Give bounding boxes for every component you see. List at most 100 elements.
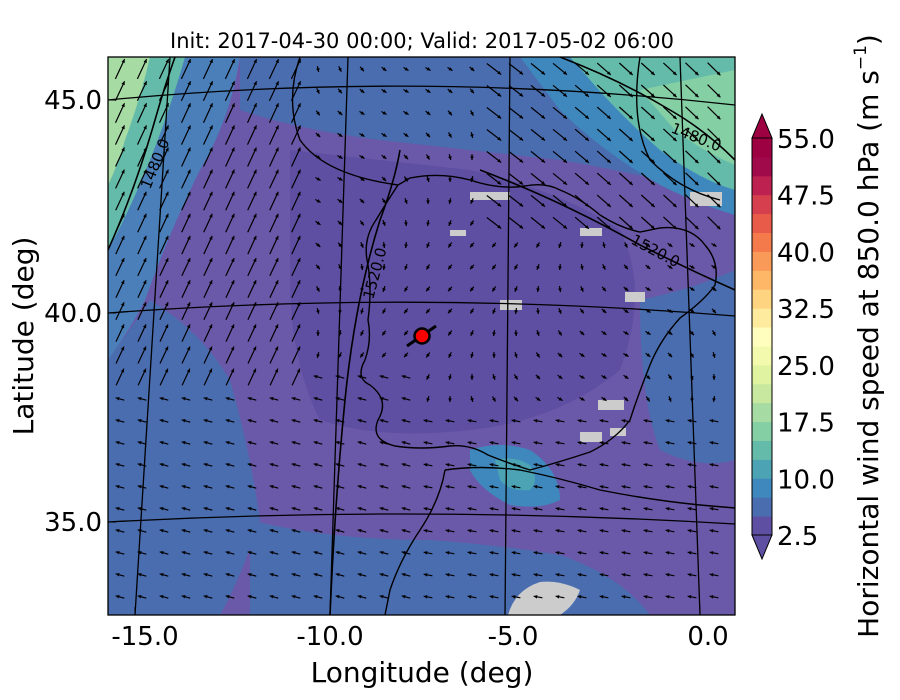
- wind-vector-arrowhead: [253, 258, 257, 263]
- site-marker: [406, 324, 437, 348]
- wind-vector-arrowhead: [335, 463, 340, 467]
- wind-vector-arrowhead: [247, 595, 252, 599]
- wind-vector-arrowhead: [511, 529, 516, 533]
- wind-vector-arrowhead: [208, 368, 213, 373]
- wind-vector-arrowhead: [492, 375, 496, 380]
- wind-vector-arrowhead: [628, 159, 633, 163]
- wind-vector-arrowhead: [335, 419, 340, 423]
- wind-vector-arrowhead: [694, 115, 699, 120]
- wind-vector-arrowhead: [602, 309, 607, 313]
- wind-vector-arrowhead: [558, 288, 562, 292]
- wind-vector-arrowhead: [577, 573, 582, 577]
- wind-vector-arrowhead: [225, 463, 230, 467]
- wind-vector-arrowhead: [181, 419, 186, 423]
- wind-vector-arrowhead: [231, 258, 235, 263]
- wind-vector-arrowhead: [297, 59, 301, 64]
- wind-vector-arrowhead: [338, 243, 342, 248]
- wind-vector-arrowhead: [643, 463, 648, 467]
- wind-vector-arrowhead: [489, 507, 494, 511]
- wind-vector-arrowhead: [580, 266, 584, 270]
- wind-vector-arrowhead: [253, 81, 257, 86]
- wind-vector-arrowhead: [426, 398, 430, 402]
- colorbar-tick-label: 47.5: [777, 182, 835, 212]
- wind-vector-arrowhead: [448, 221, 452, 226]
- wind-vector-arrowhead: [470, 89, 474, 94]
- wind-vector-arrowhead: [382, 67, 387, 71]
- wind-vector-arrowhead: [558, 266, 562, 270]
- wind-vector-arrowhead: [382, 331, 386, 336]
- wind-vector-arrowhead: [514, 243, 518, 248]
- wind-vector-arrowhead: [426, 243, 430, 248]
- wind-vector-arrowhead: [181, 507, 186, 511]
- wind-vector-arrowhead: [404, 155, 409, 160]
- wind-vector-arrowhead: [423, 551, 428, 555]
- wind-vector-arrowhead: [624, 331, 629, 335]
- wind-vector-arrowhead: [209, 81, 213, 86]
- wind-vector-arrowhead: [668, 397, 672, 402]
- wind-vector-arrowhead: [628, 115, 633, 119]
- wind-vector-field: [114, 58, 721, 599]
- wind-vector-arrowhead: [316, 265, 320, 270]
- wind-vector-arrowhead: [665, 573, 670, 577]
- wind-vector-arrowhead: [187, 213, 191, 218]
- wind-vector-arrowhead: [519, 224, 524, 229]
- wind-vector-arrowhead: [511, 551, 516, 555]
- wind-vector-arrowhead: [621, 573, 626, 577]
- x-tick-label: -15.0: [111, 622, 178, 652]
- wind-vector-arrowhead: [577, 419, 582, 423]
- wind-vector-arrowhead: [335, 551, 340, 555]
- wind-vector-arrowhead: [357, 573, 362, 577]
- wind-vector-arrowhead: [668, 265, 673, 269]
- wind-speed-field: [108, 57, 735, 615]
- wind-vector-arrowhead: [536, 375, 541, 380]
- wind-vector-arrowhead: [643, 573, 648, 577]
- wind-vector-arrowhead: [360, 155, 365, 159]
- colorbar-segment: [752, 156, 772, 177]
- wind-vector-arrowhead: [423, 485, 428, 489]
- wind-vector-arrowhead: [275, 125, 279, 130]
- wind-vector-arrowhead: [115, 441, 120, 445]
- wind-vector-arrowhead: [643, 485, 648, 489]
- wind-vector-arrowhead: [209, 235, 213, 240]
- wind-vector-arrowhead: [115, 507, 120, 511]
- colorbar: [751, 112, 773, 561]
- wind-vector-arrowhead: [514, 353, 518, 358]
- wind-vector-arrowhead: [580, 397, 585, 401]
- wind-vector-arrowhead: [357, 419, 362, 423]
- wind-vector-arrowhead: [555, 419, 560, 423]
- wind-vector-arrow: [202, 58, 214, 80]
- wind-vector-arrowhead: [360, 67, 364, 72]
- wind-vector-arrowhead: [379, 551, 384, 555]
- wind-vector-arrowhead: [335, 485, 340, 489]
- wind-vector-arrowhead: [357, 485, 362, 489]
- wind-vector-arrow: [246, 103, 258, 123]
- missing-data-patch: [625, 292, 645, 302]
- wind-vector-arrowhead: [137, 507, 142, 511]
- wind-vector-arrowhead: [585, 181, 589, 185]
- wind-vector-arrowhead: [423, 441, 428, 445]
- x-axis-label: Longitude (deg): [311, 656, 534, 689]
- wind-vector-arrowhead: [360, 331, 364, 336]
- wind-vector-arrowhead: [159, 507, 164, 511]
- medium-wind-band-west: [108, 300, 260, 615]
- colorbar-tick-label: 32.5: [777, 295, 835, 325]
- wind-vector-arrowhead: [426, 309, 430, 314]
- wind-vector-arrowhead: [379, 573, 384, 577]
- wind-vector-arrow: [290, 58, 302, 80]
- wind-vector-arrowhead: [357, 507, 362, 511]
- wind-vector-arrowhead: [470, 398, 474, 402]
- parallel-line: [108, 513, 735, 525]
- wind-vector-arrowhead: [247, 573, 252, 577]
- wind-vector-arrowhead: [672, 71, 677, 76]
- wind-vector-arrowhead: [338, 89, 342, 94]
- wind-vector-arrowhead: [602, 397, 607, 401]
- meridian-line: [504, 57, 511, 615]
- wind-vector-arrowhead: [426, 265, 430, 270]
- wind-vector-arrowhead: [445, 507, 450, 511]
- wind-vector-arrowhead: [143, 103, 147, 108]
- wind-vector-arrowhead: [497, 114, 502, 119]
- wind-vector-arrowhead: [621, 441, 626, 445]
- geopotential-contours: [108, 57, 735, 615]
- colorbar-segment: [752, 345, 772, 366]
- wind-vector-arrowhead: [297, 147, 301, 152]
